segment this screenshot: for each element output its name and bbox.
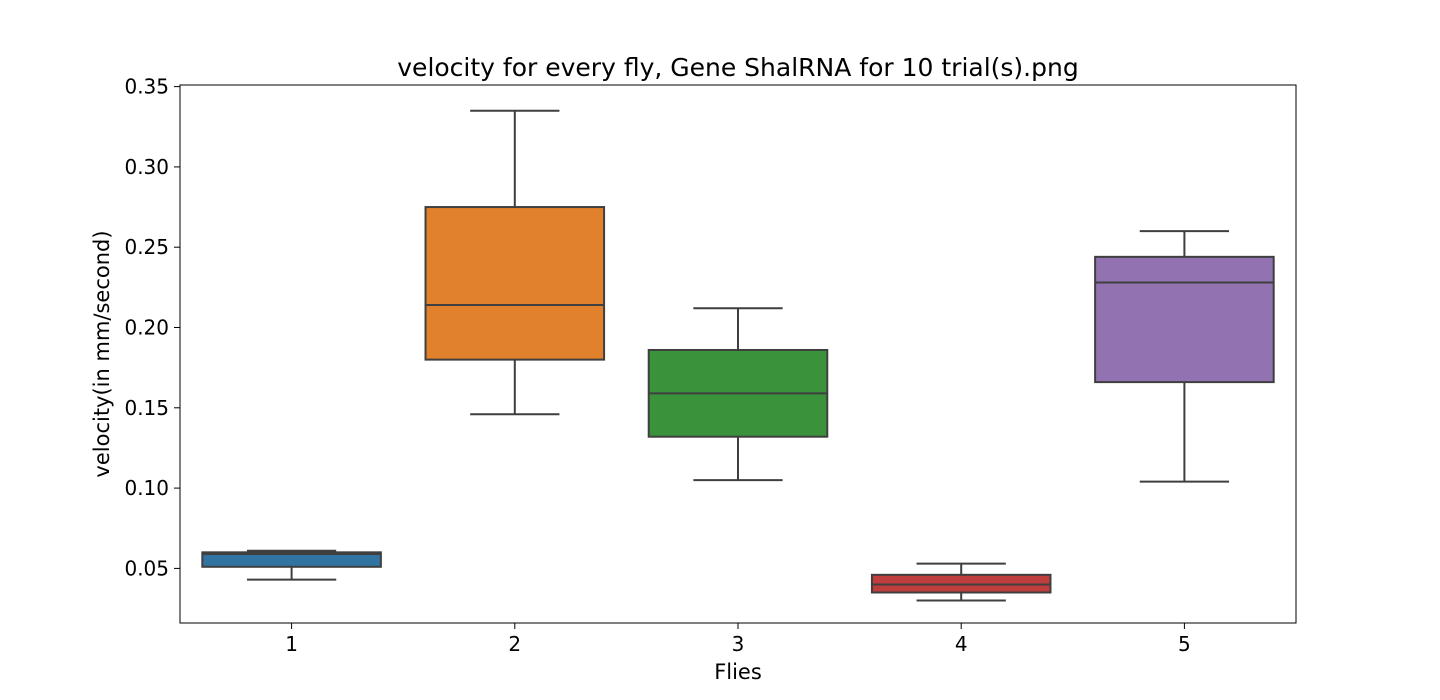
x-axis: 1 2 3 4 5 (285, 623, 1191, 656)
x-axis-label: Flies (714, 660, 762, 684)
plot-area (201, 109, 1275, 602)
box-body (424, 206, 606, 361)
y-tick-label: 0.35 (124, 75, 169, 99)
y-tick-label: 0.15 (124, 396, 169, 420)
x-tick-label: 1 (285, 632, 298, 656)
y-tick-label: 0.10 (124, 476, 169, 500)
y-tick-label: 0.05 (124, 556, 169, 580)
x-tick-label: 3 (732, 632, 745, 656)
box-group-2 (424, 109, 606, 416)
y-axis-label: velocity(in mm/second) (90, 230, 114, 477)
y-tick-label: 0.20 (124, 316, 169, 340)
y-tick-label: 0.30 (124, 155, 169, 179)
box-body (1094, 255, 1275, 384)
y-tick-label: 0.25 (124, 235, 169, 259)
y-axis: 0.05 0.10 0.15 0.20 0.25 0.30 0.35 (124, 75, 180, 580)
x-tick-label: 5 (1178, 632, 1191, 656)
box-group-1 (201, 549, 382, 581)
x-tick-label: 2 (508, 632, 521, 656)
box-body (201, 551, 382, 568)
x-tick-label: 4 (955, 632, 968, 656)
box-group-5 (1094, 230, 1275, 483)
box-group-3 (647, 307, 829, 482)
box-group-4 (870, 562, 1052, 602)
chart-title: velocity for every fly, Gene ShalRNA for… (397, 53, 1078, 82)
